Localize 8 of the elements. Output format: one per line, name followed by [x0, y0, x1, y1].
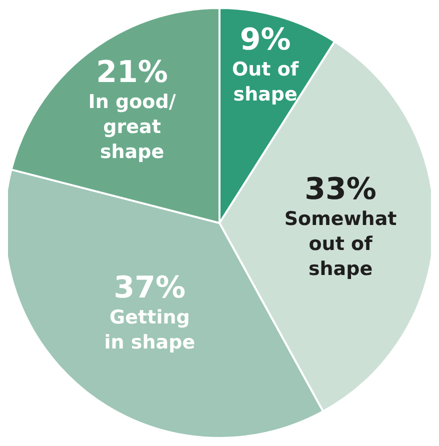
- slice-label: Out of shape: [232, 58, 300, 106]
- data-label: 33%: [304, 172, 376, 207]
- slice-label: In good/ great shape: [88, 91, 176, 164]
- slice-label: Getting in shape: [104, 306, 196, 354]
- data-label: 37%: [114, 270, 186, 306]
- data-label: 9%: [240, 22, 291, 58]
- slice-label: Somewhat out of shape: [284, 208, 397, 280]
- data-label: 21%: [96, 55, 168, 90]
